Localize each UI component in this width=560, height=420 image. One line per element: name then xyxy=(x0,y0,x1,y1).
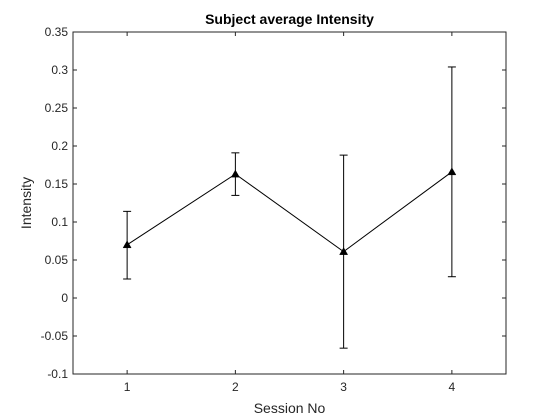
data-point-marker xyxy=(339,247,349,255)
y-tick-label: -0.1 xyxy=(47,367,68,381)
chart-title: Subject average Intensity xyxy=(205,11,374,27)
y-tick-label: 0.25 xyxy=(45,101,69,115)
y-tick-label: 0.3 xyxy=(51,63,68,77)
data-point-marker xyxy=(447,167,457,176)
y-axis-label: Intensity xyxy=(18,177,34,229)
x-tick-label: 1 xyxy=(124,380,131,394)
y-tick-label: 0.2 xyxy=(51,139,68,153)
x-tick-label: 3 xyxy=(340,380,347,394)
x-axis-label: Session No xyxy=(254,400,326,416)
axes-layer: -0.1 -0.05 0 0.05 0.1 0.15 0.2 0.25 0.3 0.35 1 2 3 4 xyxy=(41,25,506,394)
data-point-marker xyxy=(122,240,132,249)
plot-area xyxy=(72,31,507,375)
y-tick-label: 0.15 xyxy=(45,177,69,191)
x-tick-label: 2 xyxy=(232,380,239,394)
y-tick-label: -0.05 xyxy=(41,329,69,343)
y-tick-label: 0.05 xyxy=(45,253,69,267)
y-tick-label: 0 xyxy=(61,291,68,305)
y-tick-label: 0.35 xyxy=(45,25,69,39)
y-tick-label: 0.1 xyxy=(51,215,68,229)
series-line xyxy=(126,171,453,253)
marks-layer xyxy=(122,66,457,349)
data-point-marker xyxy=(230,169,240,178)
x-tick-label: 4 xyxy=(449,380,456,394)
